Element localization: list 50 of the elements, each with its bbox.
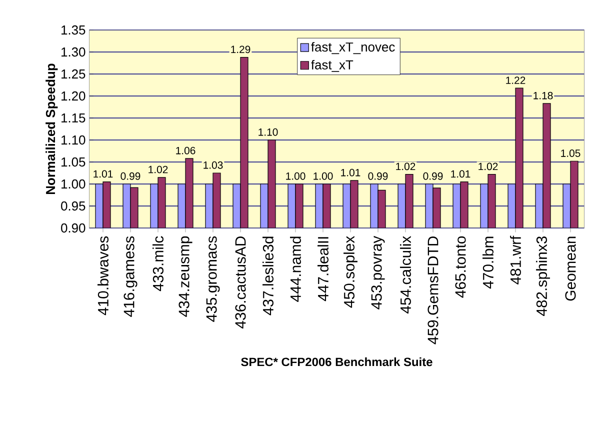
y-tick-label: 1.25 <box>62 69 86 79</box>
legend-label: fast_xT <box>311 60 354 72</box>
x-tick-label: Geomean <box>565 236 576 301</box>
y-axis-title: Normailized Speedup <box>46 64 58 194</box>
x-tick-label: 436.cactusAD <box>235 236 246 328</box>
data-label: 1.02 <box>148 166 168 174</box>
data-label: 1.01 <box>451 170 470 178</box>
data-label: 1.22 <box>506 76 526 84</box>
x-tick-label: 433.milc <box>152 236 164 292</box>
y-tick-label: 1.30 <box>62 47 86 57</box>
x-tick-label: 434.zeusmp <box>178 236 192 317</box>
y-tick-label: 0.95 <box>61 201 86 211</box>
data-label: 1.00 <box>286 172 306 180</box>
data-label: 1.29 <box>231 46 250 54</box>
x-tick-label: 459.GemsFDTD <box>428 236 438 344</box>
data-label: 1.00 <box>314 172 333 180</box>
data-label: 0.99 <box>368 172 388 180</box>
data-label: 1.02 <box>478 162 498 170</box>
data-label: 1.03 <box>204 161 223 169</box>
y-tick-label: 1.15 <box>62 113 86 123</box>
x-tick-label: 482.sphinx3 <box>536 236 550 316</box>
y-tick-label: 1.10 <box>62 135 86 145</box>
x-tick-label: 410.bwaves <box>98 236 108 316</box>
x-tick-label: 444.namd <box>290 236 301 302</box>
x-tick-label: 416.gamess <box>124 236 138 317</box>
x-tick-label: 470.lbm <box>482 236 494 289</box>
data-label: 1.01 <box>94 170 113 178</box>
x-tick-label: 437.leslie3d <box>262 236 274 316</box>
x-tick-label: 465.tonto <box>455 236 466 298</box>
y-tick-label: 1.20 <box>62 91 86 101</box>
data-label: 1.18 <box>534 92 553 100</box>
data-label: 1.01 <box>341 168 360 176</box>
data-label: 0.99 <box>423 172 443 180</box>
data-label: 1.10 <box>258 128 278 136</box>
data-label: 1.02 <box>396 162 416 170</box>
x-tick-label: 450.soplex <box>344 236 358 308</box>
x-tick-label: 454.calculix <box>400 236 411 314</box>
x-tick-label: 447.dealII <box>318 237 328 302</box>
data-label: 0.99 <box>120 172 140 180</box>
x-axis-title: SPEC* CFP2006 Benchmark Suite <box>241 357 432 366</box>
x-tick-label: 453.povray <box>371 236 385 310</box>
x-tick-label: 435.gromacs <box>206 236 220 322</box>
legend-label: fast_xT_novec <box>311 42 395 54</box>
y-tick-label: 1.05 <box>62 157 86 167</box>
data-label: 1.05 <box>561 150 580 157</box>
data-label: 1.06 <box>176 146 196 154</box>
x-tick-label: 481.wrf <box>510 236 521 284</box>
y-tick-label: 1.00 <box>62 179 86 189</box>
y-tick-label: 0.90 <box>61 223 86 233</box>
y-tick-label: 1.35 <box>62 25 86 35</box>
